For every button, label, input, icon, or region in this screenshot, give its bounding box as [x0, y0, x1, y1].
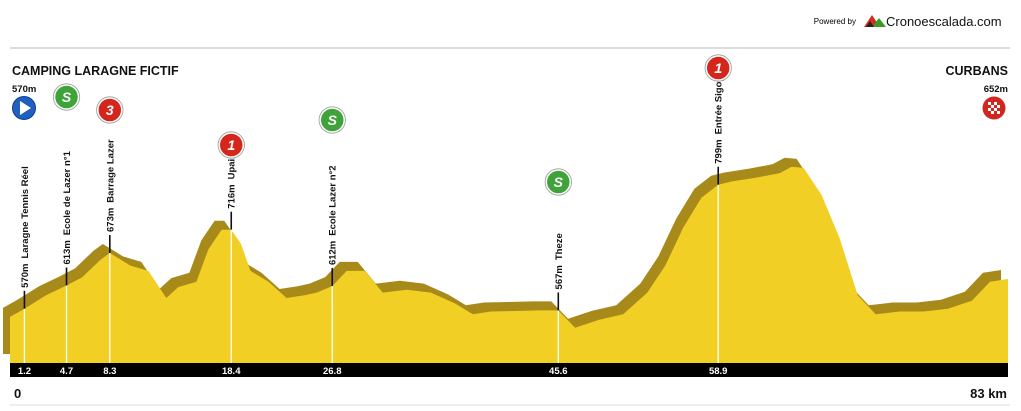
waypoint-1: 570m Laragne Tennis Réel	[20, 166, 31, 363]
km-tick-label: 18.4	[222, 366, 241, 377]
km-tick-label: 4.7	[60, 366, 73, 377]
waypoint-altitude: 613m	[62, 240, 73, 264]
waypoint-label: 570m Laragne Tennis Réel	[20, 166, 31, 288]
distance-axis-bar	[10, 363, 1008, 377]
waypoint-altitude: 673m	[105, 208, 116, 232]
badge-label: S	[554, 174, 564, 190]
terrain-area	[10, 166, 1008, 363]
waypoint-2: 613m Ecole de Lazer n°1 S	[52, 83, 81, 363]
waypoint-markers: 570m Laragne Tennis Réel 613m Ecole de Laze…	[20, 54, 732, 363]
brand-name: Cronoescalada.com	[886, 14, 1002, 29]
waypoint-label: 716m Upaix	[227, 153, 238, 209]
waypoint-name: Ecole Lazer n°2	[328, 165, 339, 235]
waypoint-name: Upaix	[227, 153, 238, 180]
km-tick-label: 26.8	[323, 366, 342, 377]
finish-altitude: 652m	[984, 84, 1008, 95]
waypoint-label: 567m Theze	[554, 233, 565, 289]
mountain-logo-icon	[864, 15, 886, 27]
waypoint-name: Barrage Lazer	[105, 139, 116, 203]
badge-label: S	[62, 89, 72, 105]
waypoint-5: 612m Ecole Lazer n°2 S	[318, 106, 346, 363]
waypoint-name: Theze	[554, 233, 565, 260]
waypoint-name: Ecole de Lazer n°1	[62, 150, 73, 235]
waypoint-label: 799m Entrée Sigoyer	[714, 67, 725, 164]
axis-start-label: 0	[14, 386, 21, 401]
sprint-badge-icon: S	[52, 83, 81, 111]
play-arrow-icon	[12, 96, 36, 120]
sprint-badge-icon: S	[544, 168, 572, 196]
badge-label: 1	[714, 60, 722, 76]
waypoint-label: 613m Ecole de Lazer n°1	[62, 150, 73, 264]
waypoint-altitude: 799m	[714, 139, 725, 163]
waypoint-altitude: 567m	[554, 265, 565, 289]
km-tick-label: 58.9	[709, 366, 728, 377]
km-tick-label: 1.2	[18, 366, 31, 377]
branding[interactable]: Powered by Cronoescalada.com	[814, 14, 1002, 29]
checkered-flag-icon	[982, 96, 1006, 120]
sprint-badge-icon: S	[318, 106, 346, 134]
climb-category-badge-icon: 3	[96, 96, 124, 124]
badge-label: 1	[227, 137, 235, 153]
waypoint-label: 612m Ecole Lazer n°2	[328, 165, 339, 265]
km-tick-label: 8.3	[103, 366, 116, 377]
waypoint-altitude: 612m	[328, 241, 339, 265]
waypoint-label: 673m Barrage Lazer	[105, 139, 116, 232]
waypoint-altitude: 716m	[227, 184, 238, 208]
powered-by-text: Powered by	[814, 17, 856, 26]
waypoint-altitude: 570m	[20, 264, 31, 288]
climb-category-badge-icon: 1	[704, 54, 732, 82]
distance-labels: 1.2 4.7 8.3 18.4 26.8 45.6 58.9	[18, 366, 728, 377]
waypoint-3: 673m Barrage Lazer 3	[96, 96, 124, 363]
waypoint-name: Entrée Sigoyer	[714, 67, 725, 134]
axis-end-label: 83 km	[970, 386, 1007, 401]
start-name: CAMPING LARAGNE FICTIF	[12, 64, 179, 78]
badge-label: S	[328, 112, 338, 128]
finish-name: CURBANS	[946, 64, 1009, 78]
waypoint-name: Laragne Tennis Réel	[20, 166, 31, 258]
km-tick-label: 45.6	[549, 366, 568, 377]
waypoint-6: 567m Theze S	[544, 168, 572, 363]
badge-label: 3	[106, 102, 114, 118]
climb-category-badge-icon: 1	[217, 131, 245, 159]
start-altitude: 570m	[12, 84, 36, 95]
